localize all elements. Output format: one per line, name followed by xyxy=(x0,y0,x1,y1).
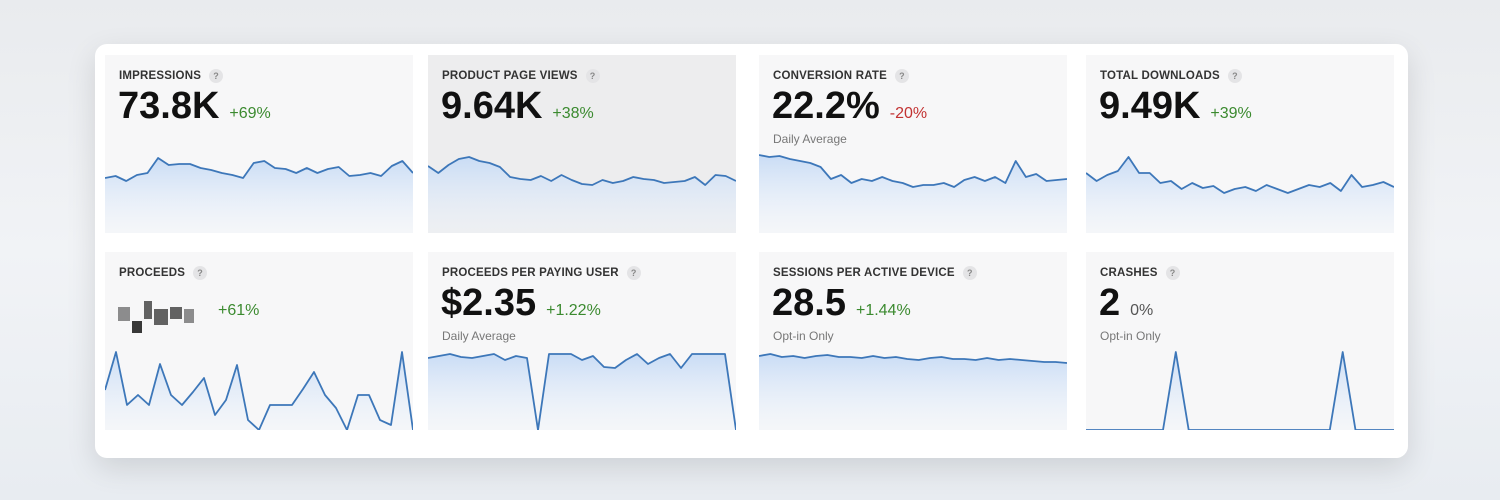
sparkline-area xyxy=(759,155,1067,233)
metric-subtitle: Opt-in Only xyxy=(1100,329,1161,343)
metric-card[interactable]: SESSIONS PER ACTIVE DEVICE? 28.5 +1.44% Opt… xyxy=(759,252,1067,430)
sparkline-area xyxy=(1086,157,1394,233)
redaction-block xyxy=(184,309,194,323)
value-text: 9.49K xyxy=(1099,85,1201,127)
sparkline-line xyxy=(1086,351,1394,430)
sparkline-area xyxy=(1086,352,1394,430)
metric-value: +61% xyxy=(118,282,260,333)
sparkline xyxy=(1086,351,1394,430)
help-icon[interactable]: ? xyxy=(193,266,208,280)
metric-value: 9.49K +39% xyxy=(1099,85,1252,128)
metric-value: 22.2% -20% xyxy=(772,85,927,128)
metric-change: +38% xyxy=(552,105,594,122)
metric-subtitle: Daily Average xyxy=(773,132,847,146)
sparkline-area xyxy=(105,158,413,233)
metric-subtitle: Daily Average xyxy=(442,329,516,343)
metric-card[interactable]: PROCEEDS? +61% xyxy=(105,252,413,430)
sparkline-area xyxy=(428,354,736,430)
title-text: SESSIONS PER ACTIVE DEVICE xyxy=(773,267,955,280)
metric-value: 28.5 +1.44% xyxy=(772,282,911,325)
sparkline xyxy=(105,157,413,233)
metric-card[interactable]: CONVERSION RATE? 22.2% -20% Daily Average xyxy=(759,55,1067,233)
sparkline-line xyxy=(1086,156,1394,194)
sparkline xyxy=(105,351,413,430)
metric-card[interactable]: CRASHES? 2 0% Opt-in Only xyxy=(1086,252,1394,430)
card-title: IMPRESSIONS? xyxy=(119,69,224,83)
help-icon[interactable]: ? xyxy=(626,266,641,280)
metric-card[interactable]: TOTAL DOWNLOADS? 9.49K +39% xyxy=(1086,55,1394,233)
card-title: CRASHES? xyxy=(1100,266,1180,280)
value-text: 2 xyxy=(1099,282,1121,324)
redacted-value xyxy=(118,282,208,333)
card-title: PROCEEDS? xyxy=(119,266,208,280)
title-text: PROCEEDS xyxy=(119,267,186,280)
metric-change: -20% xyxy=(889,105,928,122)
metric-card[interactable]: IMPRESSIONS? 73.8K +69% xyxy=(105,55,413,233)
value-text: 73.8K xyxy=(118,85,220,127)
metric-value: $2.35 +1.22% xyxy=(441,282,601,325)
sparkline-area xyxy=(105,352,413,430)
help-icon[interactable]: ? xyxy=(1165,266,1180,280)
metric-card[interactable]: PRODUCT PAGE VIEWS? 9.64K +38% xyxy=(428,55,736,233)
sparkline-area xyxy=(759,354,1067,430)
title-text: CONVERSION RATE xyxy=(773,70,887,83)
metric-change: +1.22% xyxy=(546,302,601,319)
title-text: PROCEEDS PER PAYING USER xyxy=(442,267,619,280)
card-title: TOTAL DOWNLOADS? xyxy=(1100,69,1242,83)
card-title: PRODUCT PAGE VIEWS? xyxy=(442,69,600,83)
card-title: SESSIONS PER ACTIVE DEVICE? xyxy=(773,266,977,280)
redaction-block xyxy=(132,321,142,333)
redaction-block xyxy=(118,307,130,321)
metric-change: 0% xyxy=(1130,302,1154,319)
title-text: PRODUCT PAGE VIEWS xyxy=(442,70,578,83)
value-text: 28.5 xyxy=(772,282,846,324)
sparkline-area xyxy=(428,157,736,233)
dashboard-panel: IMPRESSIONS? 73.8K +69% PRODUCT PAGE VIEWS?… xyxy=(95,44,1408,458)
help-icon[interactable]: ? xyxy=(209,69,224,83)
value-text: 9.64K xyxy=(441,85,543,127)
sparkline xyxy=(759,353,1067,430)
sparkline xyxy=(1086,156,1394,233)
redaction-block xyxy=(170,307,182,319)
help-icon[interactable]: ? xyxy=(962,266,977,280)
sparkline-line xyxy=(759,154,1067,188)
redaction-block xyxy=(144,301,152,319)
metric-change: +69% xyxy=(229,105,271,122)
sparkline xyxy=(428,353,736,430)
title-text: CRASHES xyxy=(1100,267,1158,280)
metric-change: +61% xyxy=(218,302,260,319)
value-text: $2.35 xyxy=(441,282,537,324)
metric-change: +39% xyxy=(1210,105,1252,122)
metric-value: 9.64K +38% xyxy=(441,85,594,128)
value-text: 22.2% xyxy=(772,85,880,127)
metric-card[interactable]: PROCEEDS PER PAYING USER? $2.35 +1.22% Dail… xyxy=(428,252,736,430)
sparkline xyxy=(428,156,736,233)
sparkline-line xyxy=(428,156,736,186)
card-title: CONVERSION RATE? xyxy=(773,69,909,83)
title-text: IMPRESSIONS xyxy=(119,70,202,83)
help-icon[interactable]: ? xyxy=(1227,69,1242,83)
card-title: PROCEEDS PER PAYING USER? xyxy=(442,266,641,280)
redaction-block xyxy=(154,309,168,325)
sparkline xyxy=(759,154,1067,233)
help-icon[interactable]: ? xyxy=(894,69,909,83)
help-icon[interactable]: ? xyxy=(585,69,600,83)
metric-value: 2 0% xyxy=(1099,282,1153,325)
metric-change: +1.44% xyxy=(855,302,911,319)
title-text: TOTAL DOWNLOADS xyxy=(1100,70,1220,83)
sparkline-line xyxy=(759,353,1067,364)
sparkline-line xyxy=(105,351,413,430)
metric-value: 73.8K +69% xyxy=(118,85,271,128)
metric-subtitle: Opt-in Only xyxy=(773,329,834,343)
sparkline-line xyxy=(428,353,736,430)
sparkline-line xyxy=(105,157,413,182)
